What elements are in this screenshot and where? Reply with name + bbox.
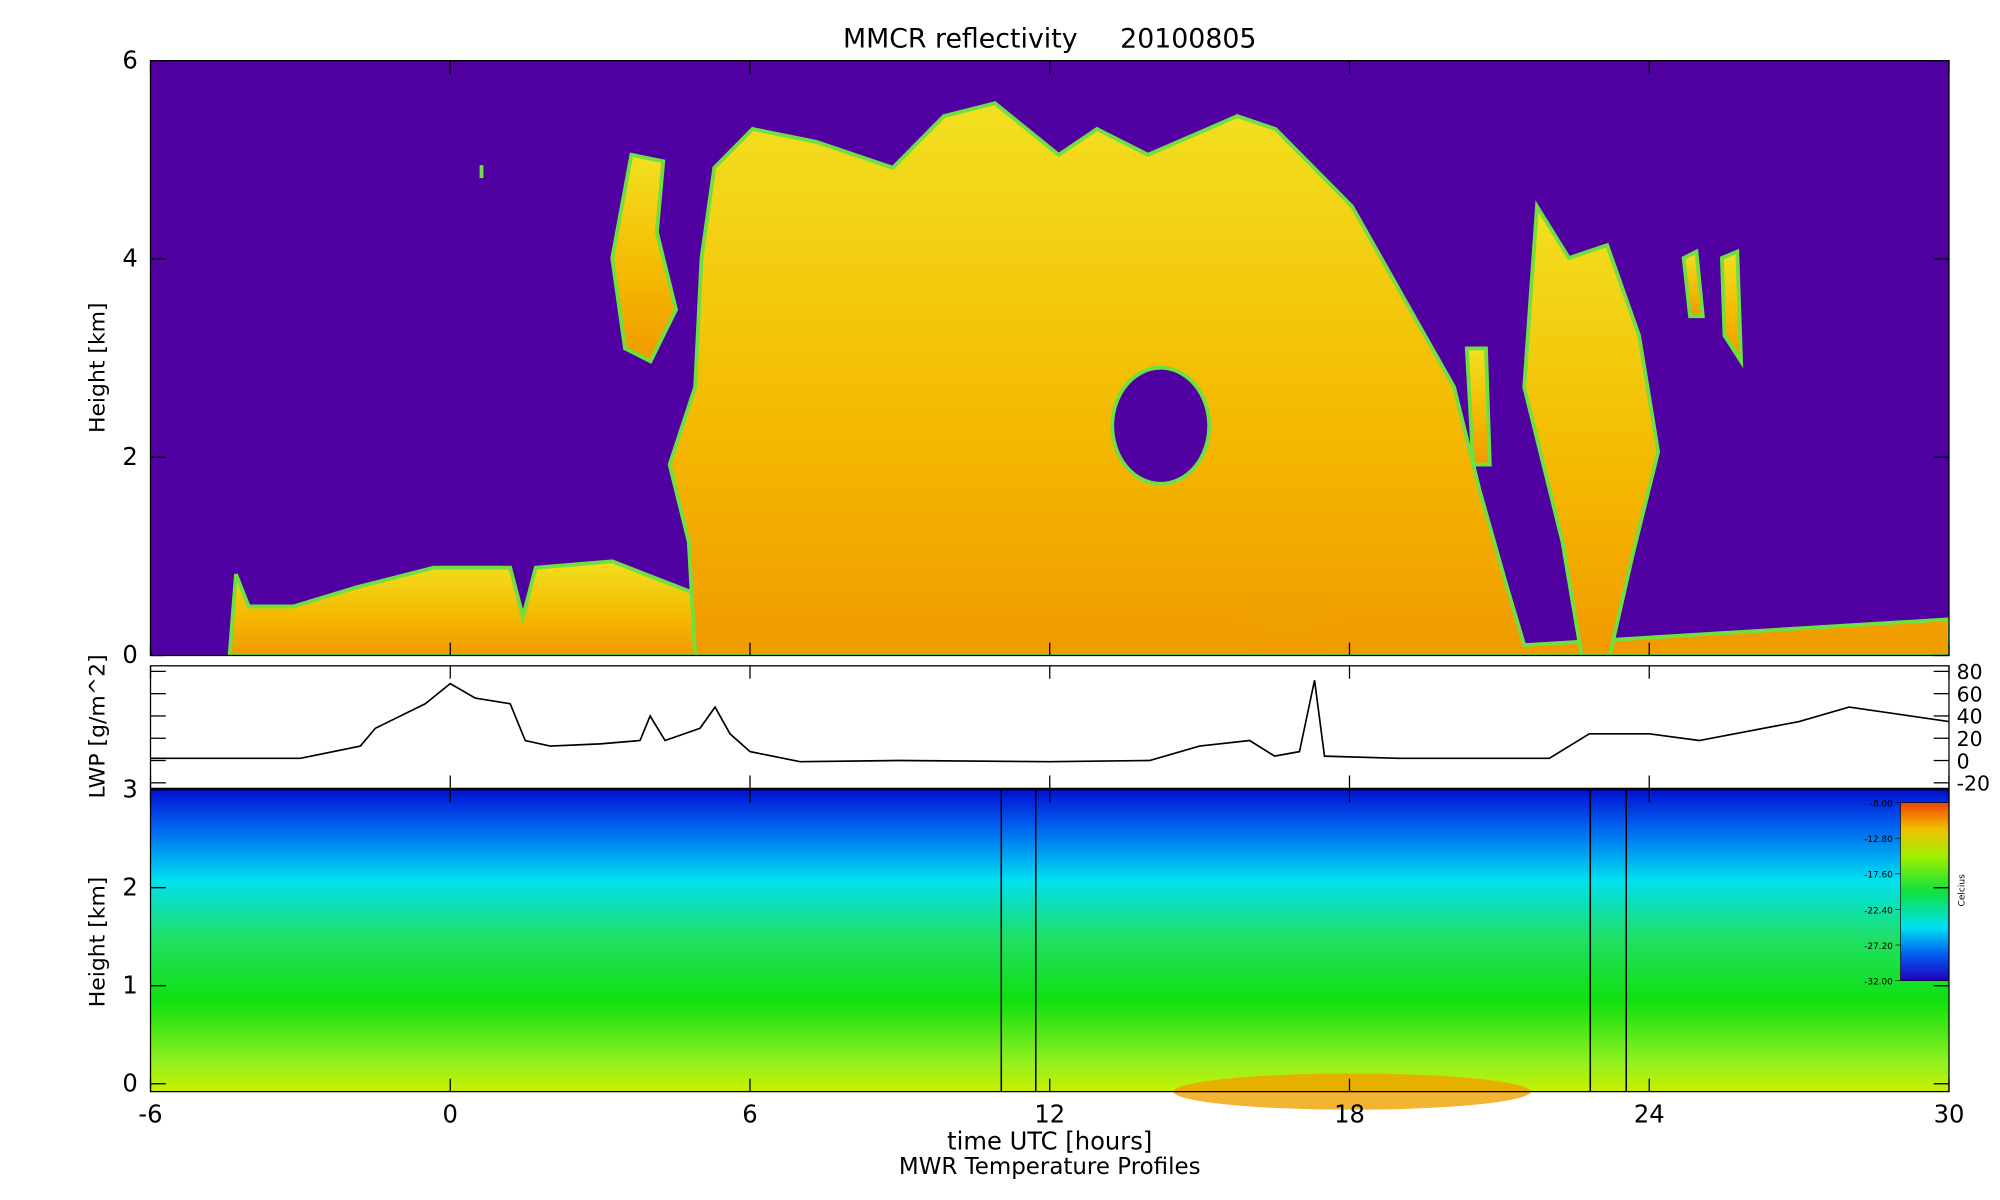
y-tick-label: 60	[1957, 682, 1983, 706]
colorbar-tick-label: -8.00	[1870, 799, 1893, 809]
y-axis-label: Height [km]	[86, 877, 111, 1008]
x-tick-label: 18	[1334, 1099, 1365, 1128]
colorbar	[1900, 802, 1950, 981]
x-tick-label: 6	[742, 1099, 757, 1128]
y-tick-label: 2	[122, 442, 137, 471]
y-tick-label: 80	[1957, 660, 1983, 684]
y-tick-label: 0	[1957, 749, 1970, 773]
y-tick-label: 1	[122, 970, 137, 999]
y-tick-label: 20	[1957, 727, 1983, 751]
y-tick-label: -20	[1957, 771, 1990, 795]
colorbar-tick-label: -22.40	[1864, 906, 1893, 916]
x-tick-label: -6	[138, 1099, 162, 1128]
colorbar-label: Celcius	[1957, 874, 1967, 907]
colorbar-tick-label: -32.00	[1864, 977, 1893, 987]
y-tick-label: 0	[122, 1068, 137, 1097]
colorbar-tick-label: -17.60	[1864, 871, 1893, 881]
temperature-image	[150, 789, 1949, 1110]
y-tick-label: 2	[122, 872, 137, 901]
chart-title: MMCR reflectivity 20100805	[843, 24, 1256, 55]
y-tick-label: 3	[122, 774, 137, 803]
reflectivity-image	[150, 60, 1949, 656]
y-tick-label: 40	[1957, 705, 1983, 729]
frame	[149, 665, 1950, 790]
colorbar-tick-label: -12.80	[1864, 835, 1893, 845]
x-tick-label: 12	[1034, 1099, 1065, 1128]
colorbar-tick-label: -27.20	[1864, 942, 1893, 952]
x-tick-label: 30	[1934, 1099, 1965, 1128]
y-tick-label: 0	[122, 640, 137, 669]
lwp-line	[150, 680, 1950, 763]
y-axis-label: Height [km]	[86, 302, 111, 433]
y-tick-label: 6	[122, 45, 137, 74]
y-tick-label: 4	[122, 244, 137, 273]
x-tick-label: 24	[1634, 1099, 1665, 1128]
y-axis-label: LWP [g/m^2]	[86, 654, 111, 798]
x-axis-label: time UTC [hours]	[947, 1127, 1152, 1156]
x-tick-label: 0	[443, 1099, 458, 1128]
panel-title: MWR Temperature Profiles	[899, 1154, 1201, 1180]
